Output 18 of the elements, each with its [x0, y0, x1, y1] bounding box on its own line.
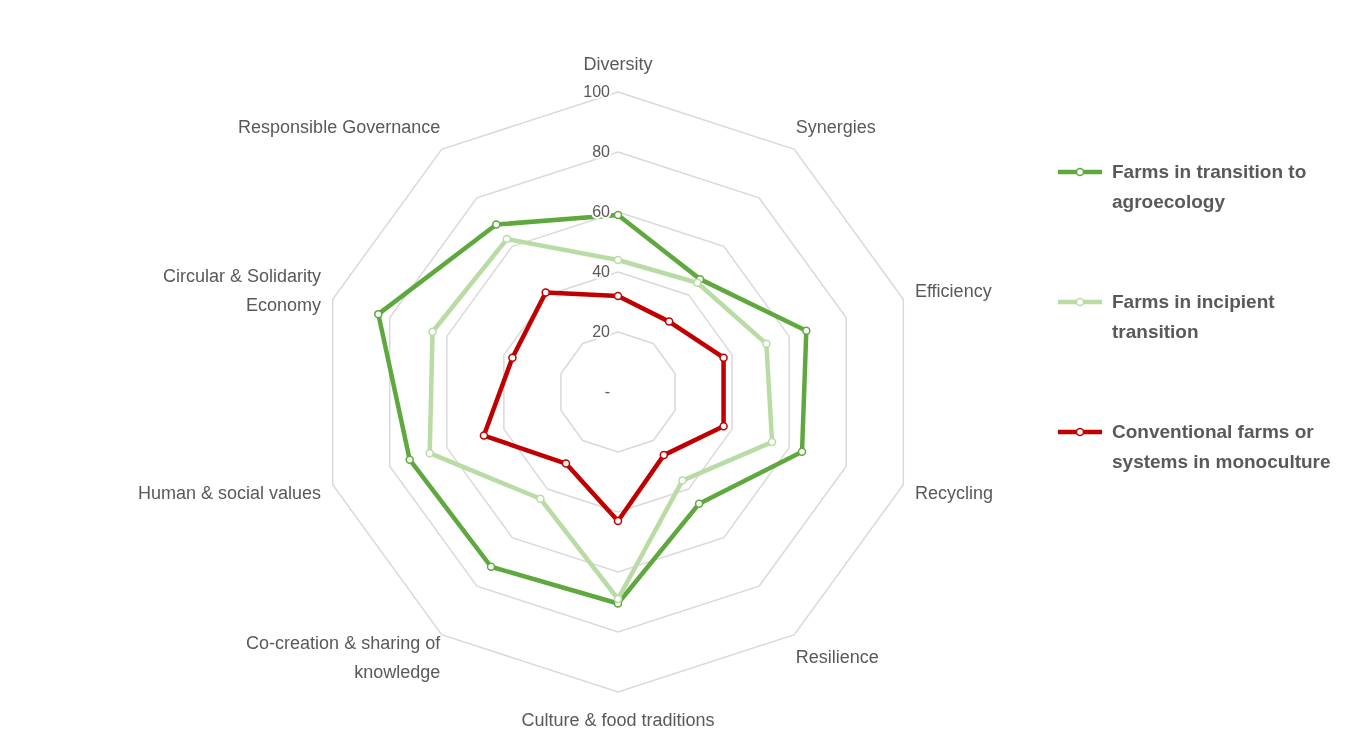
spoke-label: Culture & food traditions	[521, 710, 715, 730]
spoke-label: Diversity	[583, 54, 653, 74]
y-tick-label: -	[604, 383, 610, 400]
legend-label: Farms in transition to agroecology	[1112, 161, 1307, 212]
spoke-label: Synergies	[795, 116, 876, 137]
spoke-label: Efficiency	[914, 280, 992, 301]
spoke-label: Recycling	[914, 483, 993, 504]
y-tick-label: 40	[592, 263, 611, 280]
y-tick-label: 80	[592, 143, 611, 160]
spoke-label: Responsible Governance	[238, 116, 441, 137]
y-tick-label: 100	[583, 83, 611, 100]
legend-label: Farms in incipient transition	[1112, 291, 1276, 342]
legend-label: Conventional farms or systems in monoculture	[1112, 421, 1331, 472]
spoke-label: Human & social values	[137, 483, 322, 504]
spoke-label: Co-creation & sharing of knowledge	[246, 632, 442, 682]
y-tick-label: 20	[592, 323, 611, 340]
spoke-label: Circular & Solidarity Economy	[163, 266, 322, 316]
spoke-label: Resilience	[795, 647, 879, 668]
